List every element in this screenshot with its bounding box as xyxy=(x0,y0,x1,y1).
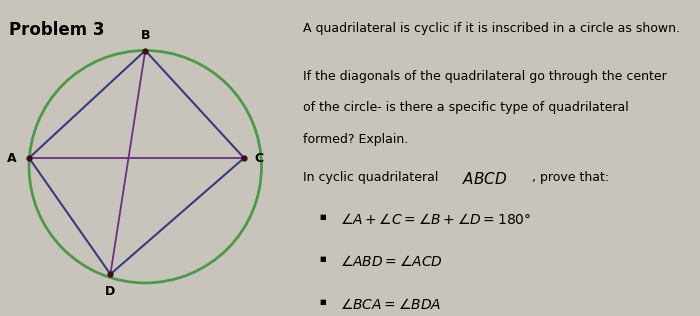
Text: In cyclic quadrilateral: In cyclic quadrilateral xyxy=(303,171,442,184)
Text: $\blacksquare$: $\blacksquare$ xyxy=(319,297,327,307)
Text: Problem 3: Problem 3 xyxy=(8,21,104,40)
Text: $\mathit{ABCD}$: $\mathit{ABCD}$ xyxy=(463,171,508,187)
Text: B: B xyxy=(141,29,150,42)
Text: D: D xyxy=(105,285,116,298)
Text: C: C xyxy=(254,151,263,165)
Text: $\angle BCA = \angle BDA$: $\angle BCA = \angle BDA$ xyxy=(340,297,441,312)
Text: $\blacksquare$: $\blacksquare$ xyxy=(319,254,327,264)
Text: A: A xyxy=(7,151,16,165)
Text: $\blacksquare$: $\blacksquare$ xyxy=(319,212,327,222)
Text: , prove that:: , prove that: xyxy=(532,171,609,184)
Text: If the diagonals of the quadrilateral go through the center: If the diagonals of the quadrilateral go… xyxy=(303,70,666,82)
Text: formed? Explain.: formed? Explain. xyxy=(303,133,408,146)
Text: $\angle ABD = \angle ACD$: $\angle ABD = \angle ACD$ xyxy=(340,254,442,269)
Text: $\angle A + \angle C = \angle B + \angle D = 180°$: $\angle A + \angle C = \angle B + \angle… xyxy=(340,212,531,227)
Text: of the circle- is there a specific type of quadrilateral: of the circle- is there a specific type … xyxy=(303,101,629,114)
Text: A quadrilateral is cyclic if it is inscribed in a circle as shown.: A quadrilateral is cyclic if it is inscr… xyxy=(303,22,680,35)
